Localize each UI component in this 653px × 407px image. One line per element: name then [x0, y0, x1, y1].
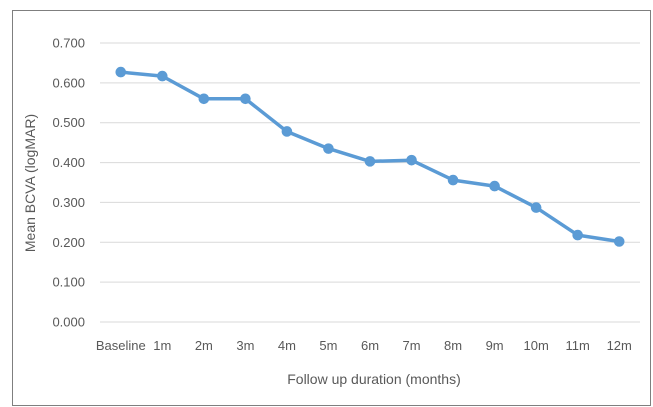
data-point — [323, 143, 334, 154]
y-tick-label: 0.500 — [52, 115, 85, 130]
x-tick-label: 12m — [607, 338, 632, 353]
x-tick-label: 10m — [524, 338, 549, 353]
data-point — [447, 174, 459, 186]
x-tick-label: Baseline — [96, 338, 146, 353]
y-tick-label: 0.600 — [52, 75, 85, 90]
x-tick-label: 4m — [278, 338, 296, 353]
y-tick-label: 0.700 — [52, 36, 85, 51]
data-point — [489, 180, 500, 192]
x-tick-label: 9m — [486, 338, 504, 353]
y-axis-title: Mean BCVA (logMAR) — [22, 114, 38, 252]
data-point — [364, 156, 376, 167]
x-tick-label: 1m — [153, 338, 171, 353]
x-axis-title: Follow up duration (months) — [287, 371, 461, 387]
x-axis-ticks: Baseline 1m 2m 3m 4m 5m 6m 7m 8m 9m 10m 11m 12m — [96, 338, 632, 353]
x-tick-label: 8m — [444, 338, 462, 353]
data-point — [115, 66, 127, 78]
x-tick-label: 7m — [403, 338, 421, 353]
x-tick-label: 3m — [236, 338, 254, 353]
x-tick-label: 2m — [195, 338, 213, 353]
y-tick-label: 0.300 — [52, 195, 85, 210]
data-point — [572, 229, 583, 241]
y-tick-label: 0.400 — [52, 155, 85, 170]
x-tick-label: 6m — [361, 338, 379, 353]
y-tick-label: 0.000 — [52, 315, 85, 330]
data-point — [198, 93, 210, 105]
data-point — [613, 236, 625, 247]
x-tick-label: 11m — [566, 338, 590, 353]
data-point — [530, 202, 542, 213]
data-point — [281, 126, 293, 137]
y-tick-label: 0.100 — [52, 275, 85, 290]
data-point — [240, 93, 251, 105]
series-points — [115, 66, 625, 247]
x-tick-label: 5m — [319, 338, 337, 353]
y-tick-label: 0.200 — [52, 235, 85, 250]
y-axis-ticks: 0.000 0.100 0.200 0.300 0.400 0.500 0.600 0.700 — [52, 36, 85, 330]
data-point — [406, 154, 417, 166]
data-point — [157, 70, 168, 82]
